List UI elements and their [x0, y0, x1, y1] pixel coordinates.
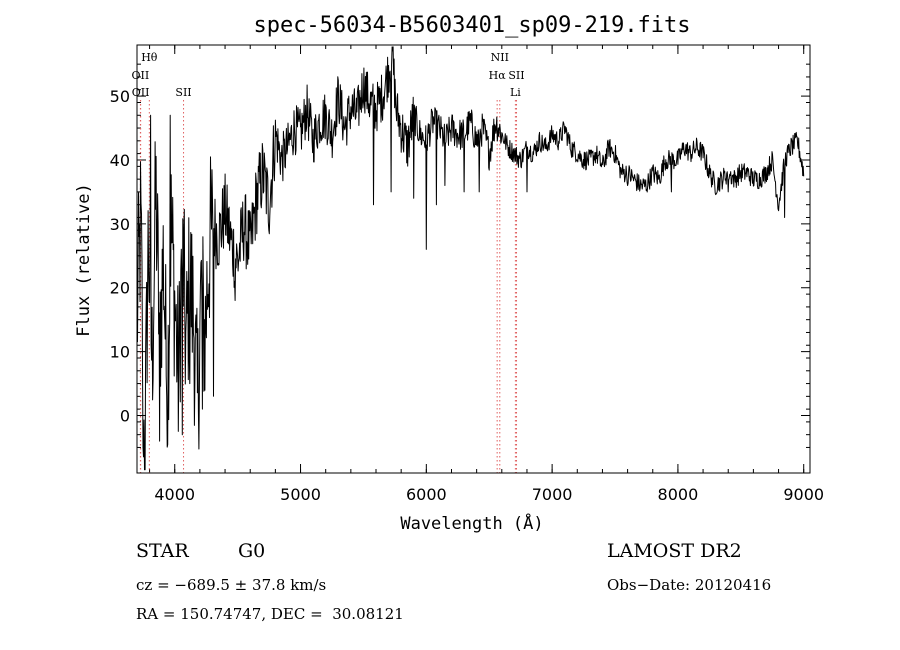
line-marker-label: SII [508, 69, 524, 82]
survey-name: LAMOST DR2 [607, 540, 742, 562]
x-tick-label: 8000 [658, 485, 699, 504]
y-tick-label: 40 [110, 151, 130, 170]
coordinates: RA = 150.74747, DEC = 30.08121 [136, 605, 404, 623]
x-tick-label: 6000 [406, 485, 447, 504]
chart-title: spec-56034-B5603401_sp09-219.fits [253, 13, 690, 38]
observation-date: Obs−Date: 20120416 [607, 576, 772, 594]
x-tick-label: 5000 [280, 485, 321, 504]
object-subclass: G0 [238, 540, 266, 562]
y-tick-label: 50 [110, 87, 130, 106]
line-marker-label: Li [510, 86, 521, 99]
y-axis: 0 10 20 30 40 50 [110, 63, 810, 448]
y-axis-label: Flux (relative) [74, 183, 94, 337]
object-class: STAR [136, 540, 189, 562]
line-marker-label: Hθ [141, 51, 158, 64]
x-tick-label: 7000 [532, 485, 573, 504]
x-axis-label: Wavelength (Å) [400, 512, 543, 534]
spectrum-series [136, 46, 805, 471]
line-marker-label: Hα [489, 69, 507, 82]
line-marker-label: NII [491, 51, 509, 64]
line-marker-label: SII [175, 86, 191, 99]
x-axis: 4000 5000 6000 7000 8000 9000 [149, 45, 824, 504]
y-tick-label: 20 [110, 279, 130, 298]
x-tick-label: 4000 [154, 485, 195, 504]
y-tick-label: 10 [110, 343, 130, 362]
plot-frame [136, 44, 811, 474]
x-tick-label: 9000 [783, 485, 824, 504]
line-marker-label: OII [132, 69, 150, 82]
spectrum-line [136, 46, 805, 471]
line-marker-label: OII [132, 86, 150, 99]
y-tick-label: 0 [120, 407, 130, 426]
y-tick-label: 30 [110, 215, 130, 234]
redshift-velocity: cz = −689.5 ± 37.8 km/s [136, 576, 327, 594]
